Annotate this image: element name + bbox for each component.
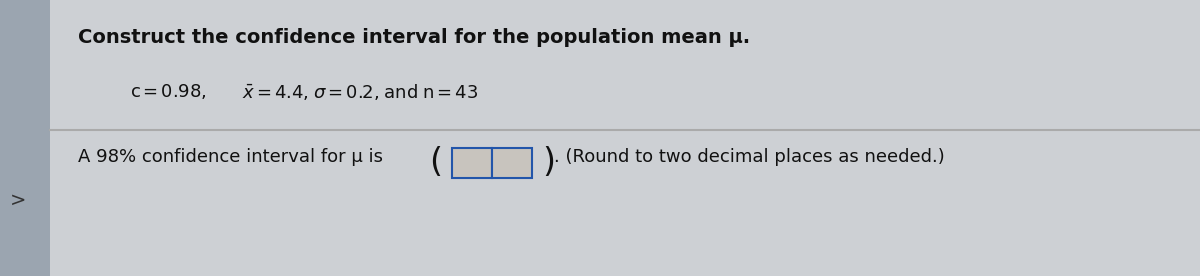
Text: c$\,$=$\,$0.98,$\;$: c$\,$=$\,$0.98,$\;$ [130, 82, 206, 101]
Bar [452, 148, 492, 178]
Bar [492, 148, 532, 178]
Text: >: > [10, 190, 26, 209]
Text: A 98% confidence interval for μ is: A 98% confidence interval for μ is [78, 148, 383, 166]
Text: Construct the confidence interval for the population mean μ.: Construct the confidence interval for th… [78, 28, 750, 47]
Text: ): ) [542, 146, 554, 179]
Text: $\bar{x}$$\,$=$\,$4.4,$\;$$\sigma$$\,$=$\,$0.2,$\;$and$\;$n$\,$=$\,$43: $\bar{x}$$\,$=$\,$4.4,$\;$$\sigma$$\,$=$… [242, 82, 479, 102]
Text: (: ( [430, 146, 442, 179]
Text: . (Round to two decimal places as needed.): . (Round to two decimal places as needed… [554, 148, 944, 166]
Bar [0, 0, 50, 276]
